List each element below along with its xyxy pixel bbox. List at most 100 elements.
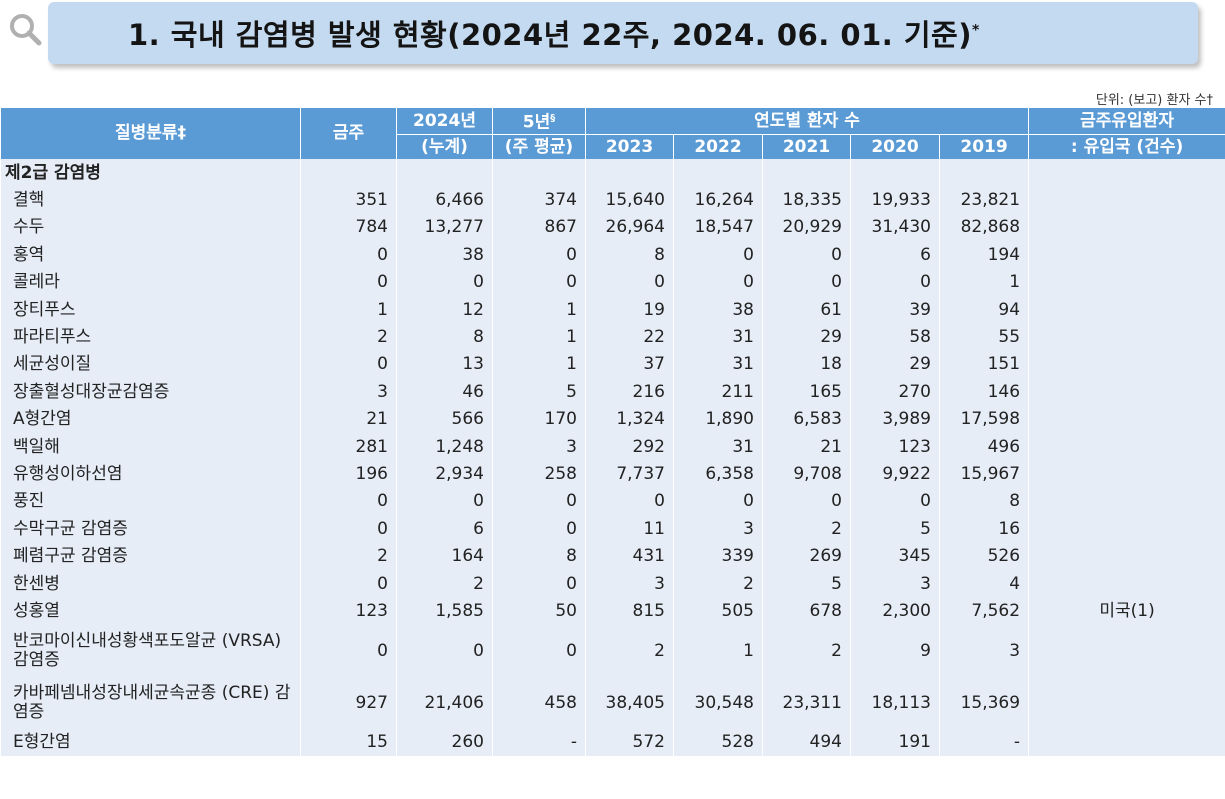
cell-year-2023: 19 (585, 295, 674, 324)
cell-year-2020: 191 (850, 728, 940, 757)
cell-this-week: 0 (300, 515, 397, 543)
cell-year-2021: 18,335 (762, 186, 851, 214)
disease-name: 수막구균 감염증 (0, 515, 301, 543)
table-row: A형간염 21 566 170 1,324 1,890 6,583 3,989 17,598 (0, 405, 1225, 433)
cell-cumulative: 260 (396, 728, 493, 757)
cell-year-2020: 9,922 (850, 460, 940, 488)
cell-year-2023: 2 (585, 624, 674, 677)
header-year-2021: 2021 (762, 134, 851, 159)
cell-year-2021: 0 (762, 241, 851, 269)
cell-cumulative: 1,248 (396, 432, 493, 461)
cell-cumulative: 38 (396, 241, 493, 269)
cell-this-week: 2 (300, 323, 397, 351)
cell-this-week: 0 (300, 241, 397, 269)
cell-year-2019: 55 (938, 323, 1030, 351)
cell-year-2019: - (938, 728, 1030, 757)
disease-name: 파라티푸스 (0, 323, 301, 351)
cell-year-2019: 151 (938, 350, 1030, 379)
cell-year-2019: 15,369 (938, 676, 1030, 729)
cell-this-week: 1 (300, 295, 397, 324)
cell-imported (1028, 460, 1225, 488)
cell-imported (1028, 515, 1225, 543)
table-row: 수두 784 13,277 867 26,964 18,547 20,929 31,430 82… (0, 213, 1225, 242)
cell-imported (1028, 378, 1225, 406)
cell-cumulative: 8 (396, 323, 493, 351)
cell-year-2019: 94 (938, 295, 1030, 324)
table-row: E형간염 15 260-572 528 494 191- (0, 728, 1225, 757)
title-footnote-mark: * (971, 22, 980, 39)
page-title: 1. 국내 감염병 발생 현황(2024년 22주, 2024. 06. 01.… (128, 18, 980, 52)
cell-year-2022: 3 (673, 515, 763, 543)
cell-imported (1028, 624, 1225, 677)
cell-year-2022: 31 (673, 350, 763, 379)
cell-imported (1028, 213, 1225, 242)
cell-year-2021: 6,583 (762, 405, 851, 433)
cell-this-week: 21 (300, 405, 397, 433)
cell-this-week: 15 (300, 728, 397, 757)
cell-year-2023: 431 (585, 542, 674, 570)
cell-year-2019: 1 (938, 268, 1030, 296)
search-icon (10, 14, 42, 46)
cell-year-2022: 211 (673, 378, 763, 406)
cell-year-2019: 8 (938, 487, 1030, 516)
header-cumulative-2: (누계) (396, 134, 493, 159)
cell-year-2021: 0 (762, 487, 851, 516)
cell-year-2020: 123 (850, 432, 940, 461)
disease-name: 카바페넴내성장내세균속균종 (CRE) 감염증 (0, 676, 301, 729)
cell-cumulative: 13 (396, 350, 493, 379)
table-row: 수막구균 감염증 0 6 0 11 3 2 5 16 (0, 515, 1225, 543)
cell-this-week: 0 (300, 350, 397, 379)
cell-cumulative: 21,406 (396, 676, 493, 729)
cell-year-2019: 16 (938, 515, 1030, 543)
table-row: 성홍열 123 1,585 50 815 505 678 2,300 7,562 미국(1) (0, 597, 1225, 625)
cell-year-2023: 216 (585, 378, 674, 406)
cell-imported (1028, 432, 1225, 461)
cell-year-2023: 0 (585, 487, 674, 516)
cell-five-year-avg: 1 (492, 350, 586, 379)
cell-year-2021: 20,929 (762, 213, 851, 242)
cell-year-2021: 678 (762, 597, 851, 625)
cell-this-week: 784 (300, 213, 397, 242)
disease-name: 장출혈성대장균감염증 (0, 378, 301, 406)
cell-cumulative: 2 (396, 569, 493, 598)
cell-year-2020: 0 (850, 487, 940, 516)
cell-year-2020: 9 (850, 624, 940, 677)
cell-five-year-avg: 170 (492, 405, 586, 433)
header-year-2020: 2020 (850, 134, 940, 159)
cell-this-week: 3 (300, 378, 397, 406)
cell-year-2020: 0 (850, 268, 940, 296)
header-year-2022: 2022 (673, 134, 763, 159)
cell-year-2022: 38 (673, 295, 763, 324)
cell-five-year-avg: 50 (492, 597, 586, 625)
cell-cumulative: 0 (396, 268, 493, 296)
cell-this-week: 196 (300, 460, 397, 488)
cell-year-2020: 58 (850, 323, 940, 351)
cell-year-2023: 11 (585, 515, 674, 543)
cell-year-2021: 494 (762, 728, 851, 757)
cell-year-2022: 0 (673, 487, 763, 516)
header-disease: 질병분류‡ (0, 108, 301, 159)
table-row: 유행성이하선염 196 2,934 258 7,737 6,358 9,708 9,922 15… (0, 460, 1225, 488)
cell-year-2019: 15,967 (938, 460, 1030, 488)
cell-cumulative: 46 (396, 378, 493, 406)
cell-imported (1028, 295, 1225, 324)
cell-year-2020: 18,113 (850, 676, 940, 729)
cell-five-year-avg: 0 (492, 624, 586, 677)
cell-year-2019: 82,868 (938, 213, 1030, 242)
cell-cumulative: 6,466 (396, 186, 493, 214)
cell-five-year-avg: 0 (492, 241, 586, 269)
table-row: 콜레라 0 0 0 0 0 0 0 1 (0, 268, 1225, 296)
cell-year-2022: 528 (673, 728, 763, 757)
cell-imported (1028, 241, 1225, 269)
cell-year-2023: 37 (585, 350, 674, 379)
table-row: 결핵 351 6,466 374 15,640 16,264 18,335 19,933 23,… (0, 186, 1225, 214)
header-avg-mark: § (550, 113, 556, 125)
disease-name: 장티푸스 (0, 295, 301, 324)
header-imported-1: 금주유입환자 (1028, 108, 1225, 135)
title-banner: 1. 국내 감염병 발생 현황(2024년 22주, 2024. 06. 01.… (48, 2, 1198, 64)
cell-year-2023: 7,737 (585, 460, 674, 488)
cell-year-2022: 0 (673, 241, 763, 269)
header-avg-2: (주 평균) (492, 134, 586, 159)
cell-year-2022: 339 (673, 542, 763, 570)
cell-cumulative: 6 (396, 515, 493, 543)
